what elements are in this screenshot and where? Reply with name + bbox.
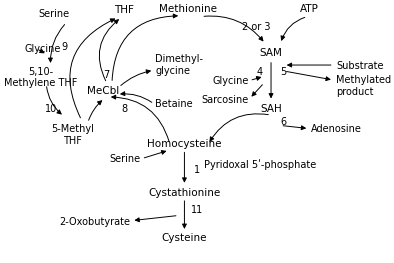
Text: 10: 10 [45, 104, 57, 114]
Text: Homocysteine: Homocysteine [147, 139, 222, 149]
Text: THF: THF [114, 5, 134, 15]
Text: 5-Methyl
THF: 5-Methyl THF [51, 124, 94, 146]
Text: Substrate: Substrate [336, 61, 384, 71]
Text: Glycine: Glycine [212, 76, 249, 86]
Text: ATP: ATP [300, 4, 318, 14]
Text: Sarcosine: Sarcosine [201, 94, 249, 104]
Text: Cystathionine: Cystathionine [148, 188, 221, 198]
Text: Serine: Serine [39, 9, 70, 19]
Text: 1: 1 [194, 165, 200, 175]
Text: 4: 4 [256, 67, 263, 77]
Text: 7: 7 [103, 70, 109, 80]
Text: 9: 9 [61, 42, 67, 52]
Text: Cysteine: Cysteine [162, 233, 207, 243]
Text: Methionine: Methionine [159, 4, 217, 14]
Text: Methylated
product: Methylated product [336, 75, 391, 97]
Text: Adenosine: Adenosine [311, 124, 362, 134]
Text: 2 or 3: 2 or 3 [242, 22, 270, 32]
Text: 5,10-
Methylene THF: 5,10- Methylene THF [4, 67, 77, 88]
Text: Dimethyl-
glycine: Dimethyl- glycine [155, 54, 203, 76]
Text: Glycine: Glycine [24, 44, 61, 54]
Text: 2-Oxobutyrate: 2-Oxobutyrate [59, 217, 130, 227]
Text: MeCbl: MeCbl [87, 86, 120, 96]
Text: 11: 11 [191, 205, 203, 215]
Text: SAM: SAM [260, 48, 282, 58]
Text: 8: 8 [122, 104, 128, 114]
Text: 5: 5 [280, 67, 286, 77]
Text: Serine: Serine [110, 154, 141, 164]
Text: Pyridoxal 5ʹ-phosphate: Pyridoxal 5ʹ-phosphate [204, 159, 316, 170]
Text: 6: 6 [280, 117, 286, 127]
Text: SAH: SAH [260, 104, 282, 114]
Text: Betaine: Betaine [155, 99, 193, 109]
